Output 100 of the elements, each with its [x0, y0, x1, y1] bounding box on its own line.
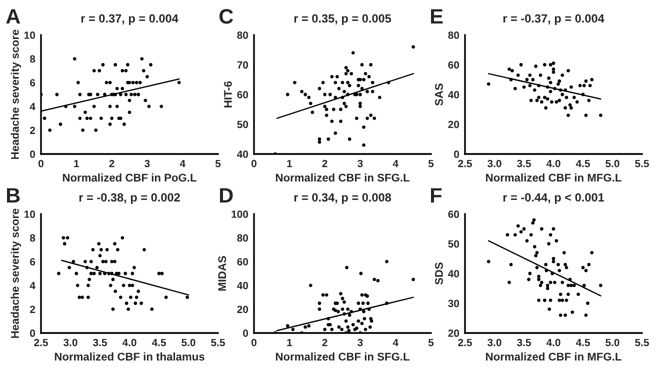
y-tick-label: 6: [30, 79, 36, 86]
x-tick-label: 3.0: [488, 160, 502, 168]
y-tick-label: 40: [448, 270, 460, 278]
point: [552, 86, 556, 90]
y-tick-label: 4: [30, 282, 36, 290]
point: [508, 68, 511, 71]
x-tick-label: 2.5: [458, 338, 472, 346]
point: [584, 114, 588, 118]
point: [519, 63, 523, 66]
text: D: [220, 188, 233, 203]
y-axis-title: SDS: [435, 262, 443, 285]
x-tick-label: 2: [322, 160, 328, 168]
x-tick-label: 2.5: [34, 338, 48, 346]
chart-title: r = -0.37, p = 0.004: [503, 14, 604, 25]
y-tick-label: 2: [30, 306, 36, 313]
point: [534, 64, 538, 68]
y-tick-label: 20: [448, 330, 460, 337]
x-tick-label: 5.0: [606, 160, 620, 168]
point: [578, 84, 582, 88]
y-tick-label: 50: [448, 240, 460, 248]
x-tick-label: 5: [215, 160, 221, 168]
y-axis-title: Headache severity score: [10, 208, 22, 338]
point: [510, 69, 514, 72]
point: [529, 98, 533, 102]
chart-title: r = 0.35, p = 0.005: [294, 14, 392, 25]
y-tick-label: 60: [237, 91, 248, 98]
y-tick-label: 30: [448, 300, 460, 308]
text: F: [430, 188, 442, 203]
x-axis-title: Normalized CBF in SFG.L: [276, 173, 410, 182]
x-tick-label: 0: [252, 160, 256, 168]
point: [531, 78, 535, 82]
point: [542, 96, 546, 100]
text: B: [6, 188, 20, 203]
y-tick-label: 6: [30, 258, 36, 266]
x-tick-label: 1: [287, 160, 292, 168]
x-tick-label: 4: [392, 338, 398, 346]
x-tick-label: 0: [252, 338, 256, 346]
y-tick-label: 40: [448, 91, 460, 98]
x-tick-label: 2.5: [458, 160, 472, 168]
x-tick-label: 4.5: [576, 160, 590, 168]
y-tick-label: 0: [30, 150, 36, 158]
y-tick-label: 2: [30, 126, 36, 134]
text: E: [430, 9, 443, 24]
point: [566, 69, 570, 72]
point: [570, 85, 573, 89]
point: [486, 82, 490, 86]
y-axis-title: MIDAS: [218, 256, 226, 291]
x-tick-label: 5: [428, 338, 434, 346]
point: [560, 73, 564, 77]
x-axis-title: Normalized CBF in thalamus: [54, 352, 204, 361]
y-tick-label: 10: [24, 210, 36, 218]
point: [560, 92, 564, 96]
x-tick-label: 1: [287, 338, 292, 346]
y-tick-label: 60: [448, 61, 460, 69]
x-tick-label: 0: [38, 160, 44, 168]
point: [528, 84, 532, 88]
x-tick-label: 4.0: [546, 338, 560, 346]
point: [528, 73, 532, 77]
x-tick-label: 2: [109, 160, 114, 168]
point: [566, 114, 570, 118]
point: [572, 96, 576, 100]
x-tick-label: 4.5: [152, 338, 166, 346]
x-tick-label: 4: [180, 160, 186, 168]
point: [588, 84, 592, 88]
x-tick-label: 3.5: [517, 338, 531, 346]
y-tick-label: 40: [237, 282, 248, 290]
point: [548, 63, 552, 66]
x-axis-title: Normalized CBF in MFG.L: [486, 173, 622, 182]
x-tick-label: 5.5: [635, 338, 649, 346]
x-axis-title: Normalized CBF in MFG.L: [486, 352, 622, 361]
point: [546, 85, 550, 89]
text: C: [219, 8, 234, 24]
point: [546, 97, 550, 101]
point: [558, 88, 562, 92]
point: [599, 114, 602, 118]
point: [590, 78, 594, 82]
point: [554, 100, 558, 104]
point: [537, 96, 540, 100]
point: [558, 79, 562, 83]
chart-title: r = 0.34, p = 0.008: [294, 193, 392, 204]
point: [582, 84, 586, 88]
point: [513, 86, 517, 90]
y-tick-label: 70: [237, 61, 248, 69]
y-tick-label: 80: [237, 234, 248, 242]
y-tick-label: 0: [454, 150, 460, 158]
x-tick-label: 3.0: [488, 338, 502, 346]
x-tick-label: 3.5: [93, 338, 107, 346]
x-tick-label: 5.5: [635, 160, 649, 168]
chart-title: r = 0.37, p = 0.004: [81, 14, 178, 25]
text: A: [6, 9, 20, 24]
point: [544, 106, 548, 110]
x-tick-label: 4: [392, 160, 398, 168]
y-tick-label: 80: [448, 32, 460, 39]
point: [516, 73, 520, 77]
x-tick-label: 3: [144, 160, 150, 168]
x-axis-title: Normalized CBF in PoG.L: [62, 173, 196, 182]
point: [587, 98, 591, 102]
point: [542, 63, 546, 66]
x-tick-label: 3: [358, 160, 363, 168]
x-tick-label: 3.5: [517, 160, 531, 168]
